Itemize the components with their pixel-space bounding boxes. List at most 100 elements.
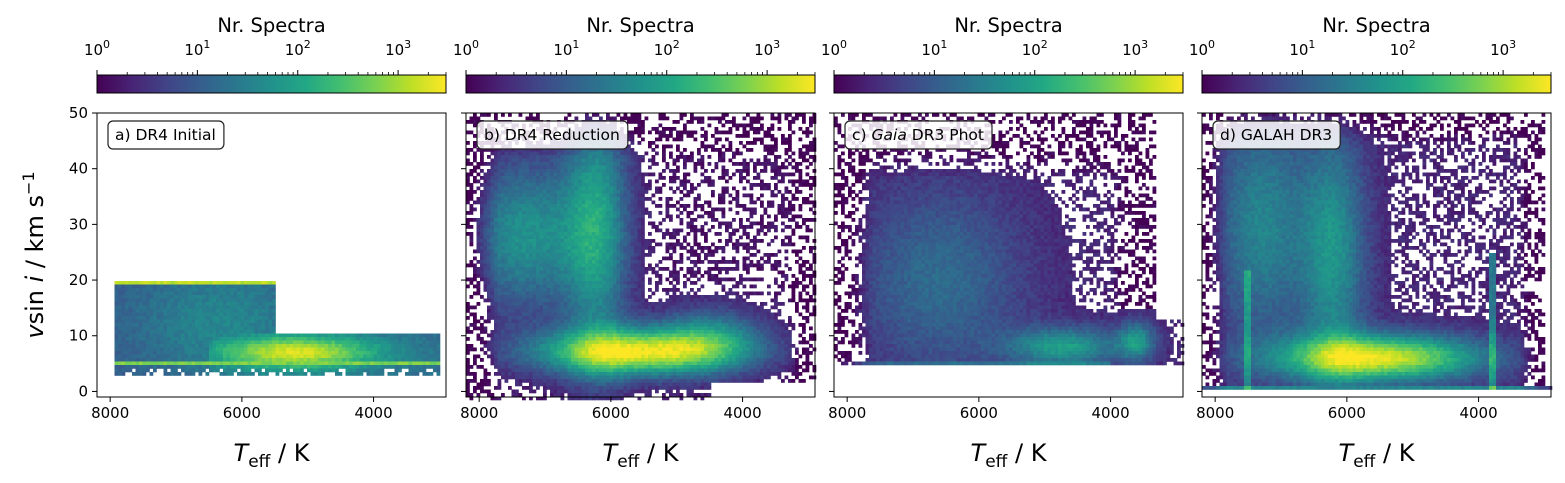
heatmap-cell bbox=[515, 316, 519, 320]
heatmap-cell bbox=[494, 281, 498, 285]
heatmap-cell bbox=[490, 354, 495, 359]
heatmap-cell bbox=[473, 375, 477, 380]
heatmap-cell bbox=[536, 396, 540, 401]
heatmap-cell bbox=[588, 183, 593, 187]
heatmap-cell bbox=[296, 333, 301, 338]
heatmap-cell bbox=[469, 172, 474, 177]
heatmap-cell bbox=[233, 330, 238, 334]
heatmap-cell bbox=[588, 176, 593, 180]
heatmap-cell bbox=[205, 316, 210, 320]
heatmap-cell bbox=[595, 218, 600, 222]
heatmap-cell bbox=[300, 344, 304, 348]
heatmap-cell bbox=[515, 312, 519, 317]
heatmap-cell bbox=[532, 242, 537, 247]
heatmap-cell bbox=[539, 379, 544, 383]
heatmap-cell bbox=[539, 337, 544, 341]
heatmap-cell bbox=[550, 165, 554, 170]
heatmap-cell bbox=[581, 361, 586, 366]
heatmap-cell bbox=[574, 193, 579, 198]
heatmap-cell bbox=[504, 330, 509, 334]
heatmap-cell bbox=[135, 312, 140, 317]
heatmap-cell bbox=[324, 361, 329, 366]
heatmap-cell bbox=[567, 190, 572, 194]
heatmap-cell bbox=[613, 274, 617, 278]
heatmap-cell bbox=[543, 256, 547, 261]
heatmap-cell bbox=[613, 365, 617, 369]
heatmap-cell bbox=[515, 193, 519, 198]
heatmap-cell bbox=[497, 155, 502, 159]
heatmap-cell bbox=[497, 368, 502, 373]
heatmap-cell bbox=[205, 319, 210, 324]
heatmap-cell bbox=[557, 158, 561, 163]
heatmap-cell bbox=[501, 295, 505, 299]
heatmap-cell bbox=[177, 333, 182, 338]
heatmap-cell bbox=[419, 351, 423, 355]
heatmap-cell bbox=[473, 274, 477, 278]
heatmap-cell bbox=[114, 358, 119, 362]
heatmap-cell bbox=[557, 193, 561, 198]
heatmap-cell bbox=[532, 347, 537, 352]
heatmap-cell bbox=[205, 305, 210, 310]
heatmap-cell bbox=[620, 116, 624, 121]
heatmap-cell bbox=[532, 326, 537, 331]
heatmap-cell bbox=[142, 302, 147, 306]
heatmap-cell bbox=[230, 323, 234, 327]
heatmap-cell bbox=[592, 291, 596, 296]
heatmap-cell bbox=[268, 316, 273, 320]
heatmap-cell bbox=[504, 190, 509, 194]
heatmap-cell bbox=[349, 351, 353, 355]
heatmap-cell bbox=[466, 225, 470, 229]
heatmap-cell bbox=[602, 291, 607, 296]
heatmap-cell bbox=[571, 291, 575, 296]
heatmap-cell bbox=[497, 151, 502, 156]
heatmap-cell bbox=[504, 354, 509, 359]
heatmap-cell bbox=[539, 165, 544, 170]
heatmap-cell bbox=[466, 337, 470, 341]
heatmap-cell bbox=[289, 333, 294, 338]
heatmap-cell bbox=[167, 298, 171, 303]
heatmap-cell bbox=[494, 274, 498, 278]
heatmap-cell bbox=[142, 368, 147, 373]
heatmap-cell bbox=[550, 183, 554, 187]
heatmap-cell bbox=[209, 365, 213, 369]
heatmap-cell bbox=[567, 354, 572, 359]
heatmap-cell bbox=[237, 288, 241, 292]
heatmap-cell bbox=[606, 326, 610, 331]
heatmap-cell bbox=[377, 365, 381, 369]
heatmap-cell bbox=[265, 302, 269, 306]
heatmap-cell bbox=[345, 354, 350, 359]
heatmap-cell bbox=[258, 351, 262, 355]
heatmap-cell bbox=[240, 340, 245, 345]
heatmap-cell bbox=[557, 277, 561, 282]
heatmap-cell bbox=[571, 372, 575, 376]
heatmap-cell bbox=[592, 347, 596, 352]
heatmap-cell bbox=[522, 221, 526, 226]
heatmap-cell bbox=[282, 340, 287, 345]
heatmap-cell bbox=[497, 386, 502, 390]
heatmap-cell bbox=[518, 368, 523, 373]
heatmap-cell bbox=[501, 365, 505, 369]
heatmap-cell bbox=[581, 319, 586, 324]
heatmap-cell bbox=[366, 358, 371, 362]
heatmap-cell bbox=[511, 291, 516, 296]
heatmap-cell bbox=[564, 302, 568, 306]
heatmap-cell bbox=[483, 344, 488, 348]
heatmap-cell bbox=[599, 354, 603, 359]
heatmap-cell bbox=[314, 368, 318, 373]
heatmap-cell bbox=[191, 368, 196, 373]
heatmap-cell bbox=[515, 382, 519, 387]
heatmap-cell bbox=[592, 312, 596, 317]
heatmap-cell bbox=[426, 354, 430, 359]
heatmap-cell bbox=[539, 179, 544, 184]
heatmap-cell bbox=[592, 326, 596, 331]
heatmap-cell bbox=[529, 197, 533, 201]
heatmap-cell bbox=[170, 337, 175, 341]
heatmap-cell bbox=[616, 207, 621, 212]
heatmap-cell bbox=[557, 344, 561, 348]
heatmap-cell bbox=[585, 165, 589, 170]
heatmap-cell bbox=[504, 169, 509, 173]
heatmap-cell bbox=[511, 179, 516, 184]
heatmap-cell bbox=[202, 326, 206, 331]
heatmap-cell bbox=[121, 284, 126, 289]
heatmap-cell bbox=[153, 312, 157, 317]
